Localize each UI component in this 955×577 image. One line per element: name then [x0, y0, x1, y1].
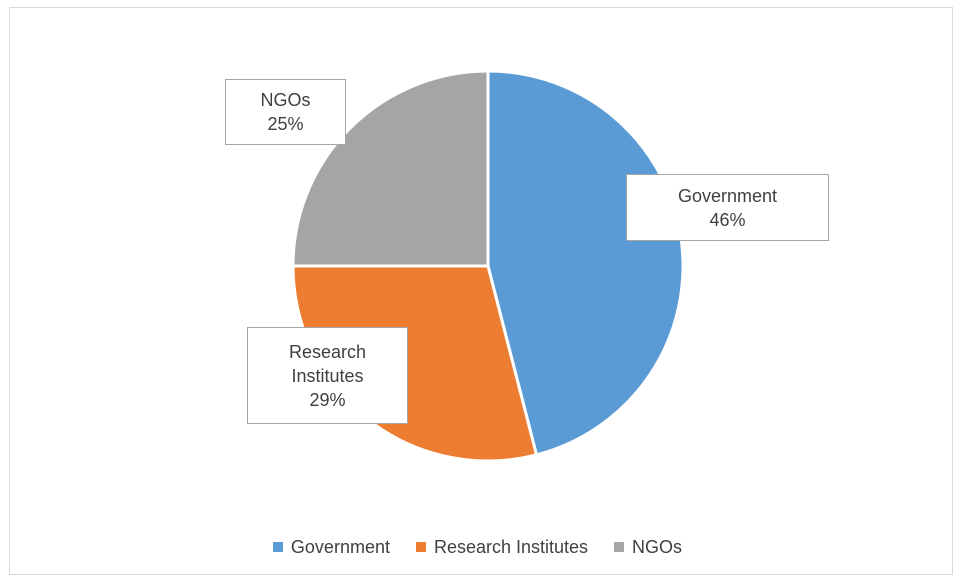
legend-label-ngos: NGOs	[632, 536, 683, 557]
data-label-government: Government 46%	[626, 174, 829, 241]
legend-item-research-institutes: Research Institutes	[415, 536, 589, 558]
legend-item-ngos: NGOs	[614, 537, 682, 558]
data-label-ngos-value: 25%	[267, 114, 304, 134]
legend-swatch-research-institutes	[415, 542, 426, 552]
legend: Government Research Institutes NGOs	[0, 533, 955, 561]
data-label-research-value: 29%	[309, 389, 346, 410]
data-label-research-line1: Research	[288, 341, 367, 362]
legend-swatch-ngos	[614, 542, 625, 552]
data-label-research-institutes: Research Institutes 29%	[247, 327, 408, 424]
data-label-ngos: NGOs 25%	[225, 79, 346, 145]
data-label-research-line2: Institutes	[291, 365, 364, 386]
legend-label-government: Government	[290, 536, 390, 557]
pie-slices	[291, 69, 685, 463]
data-label-ngos-name: NGOs	[260, 90, 311, 110]
legend-item-government: Government	[272, 536, 390, 558]
pie-slice-ngos	[291, 69, 490, 268]
data-label-government-name: Government	[677, 185, 778, 206]
pie-slice-government	[486, 69, 685, 457]
legend-swatch-government	[272, 542, 283, 552]
data-label-government-value: 46%	[709, 209, 746, 230]
legend-label-research-institutes: Research Institutes	[433, 536, 589, 557]
